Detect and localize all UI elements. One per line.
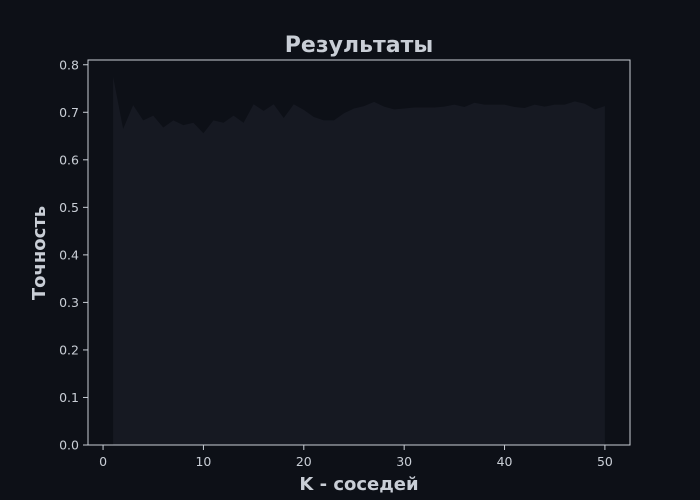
y-tick-label: 0.8: [59, 57, 79, 72]
x-tick-label: 20: [296, 454, 312, 469]
plot-frame: [87, 59, 631, 446]
y-tick-label: 0.4: [59, 247, 79, 262]
y-tick-label: 0.5: [59, 200, 79, 215]
x-tick-label: 10: [195, 454, 211, 469]
y-tick-label: 0.2: [59, 342, 79, 357]
x-tick-label: 30: [396, 454, 412, 469]
chart-title: Результаты: [285, 33, 433, 58]
y-tick-label: 0.3: [59, 295, 79, 310]
x-tick-label: 50: [597, 454, 613, 469]
x-axis-label: K - соседей: [299, 474, 418, 495]
accuracy-area: [113, 76, 605, 445]
x-axis-ticks: 0 10 20 30 40 50: [99, 445, 613, 469]
y-axis-ticks: 0.0 0.1 0.2 0.3 0.4 0.5 0.6 0.7 0.8: [59, 57, 88, 453]
x-tick-label: 0: [99, 454, 107, 469]
y-tick-label: 0.1: [59, 390, 79, 405]
y-axis-label: Точность: [29, 206, 50, 300]
x-tick-label: 40: [497, 454, 513, 469]
y-tick-label: 0.0: [59, 438, 79, 453]
y-tick-label: 0.6: [59, 152, 79, 167]
y-tick-label: 0.7: [59, 105, 79, 120]
